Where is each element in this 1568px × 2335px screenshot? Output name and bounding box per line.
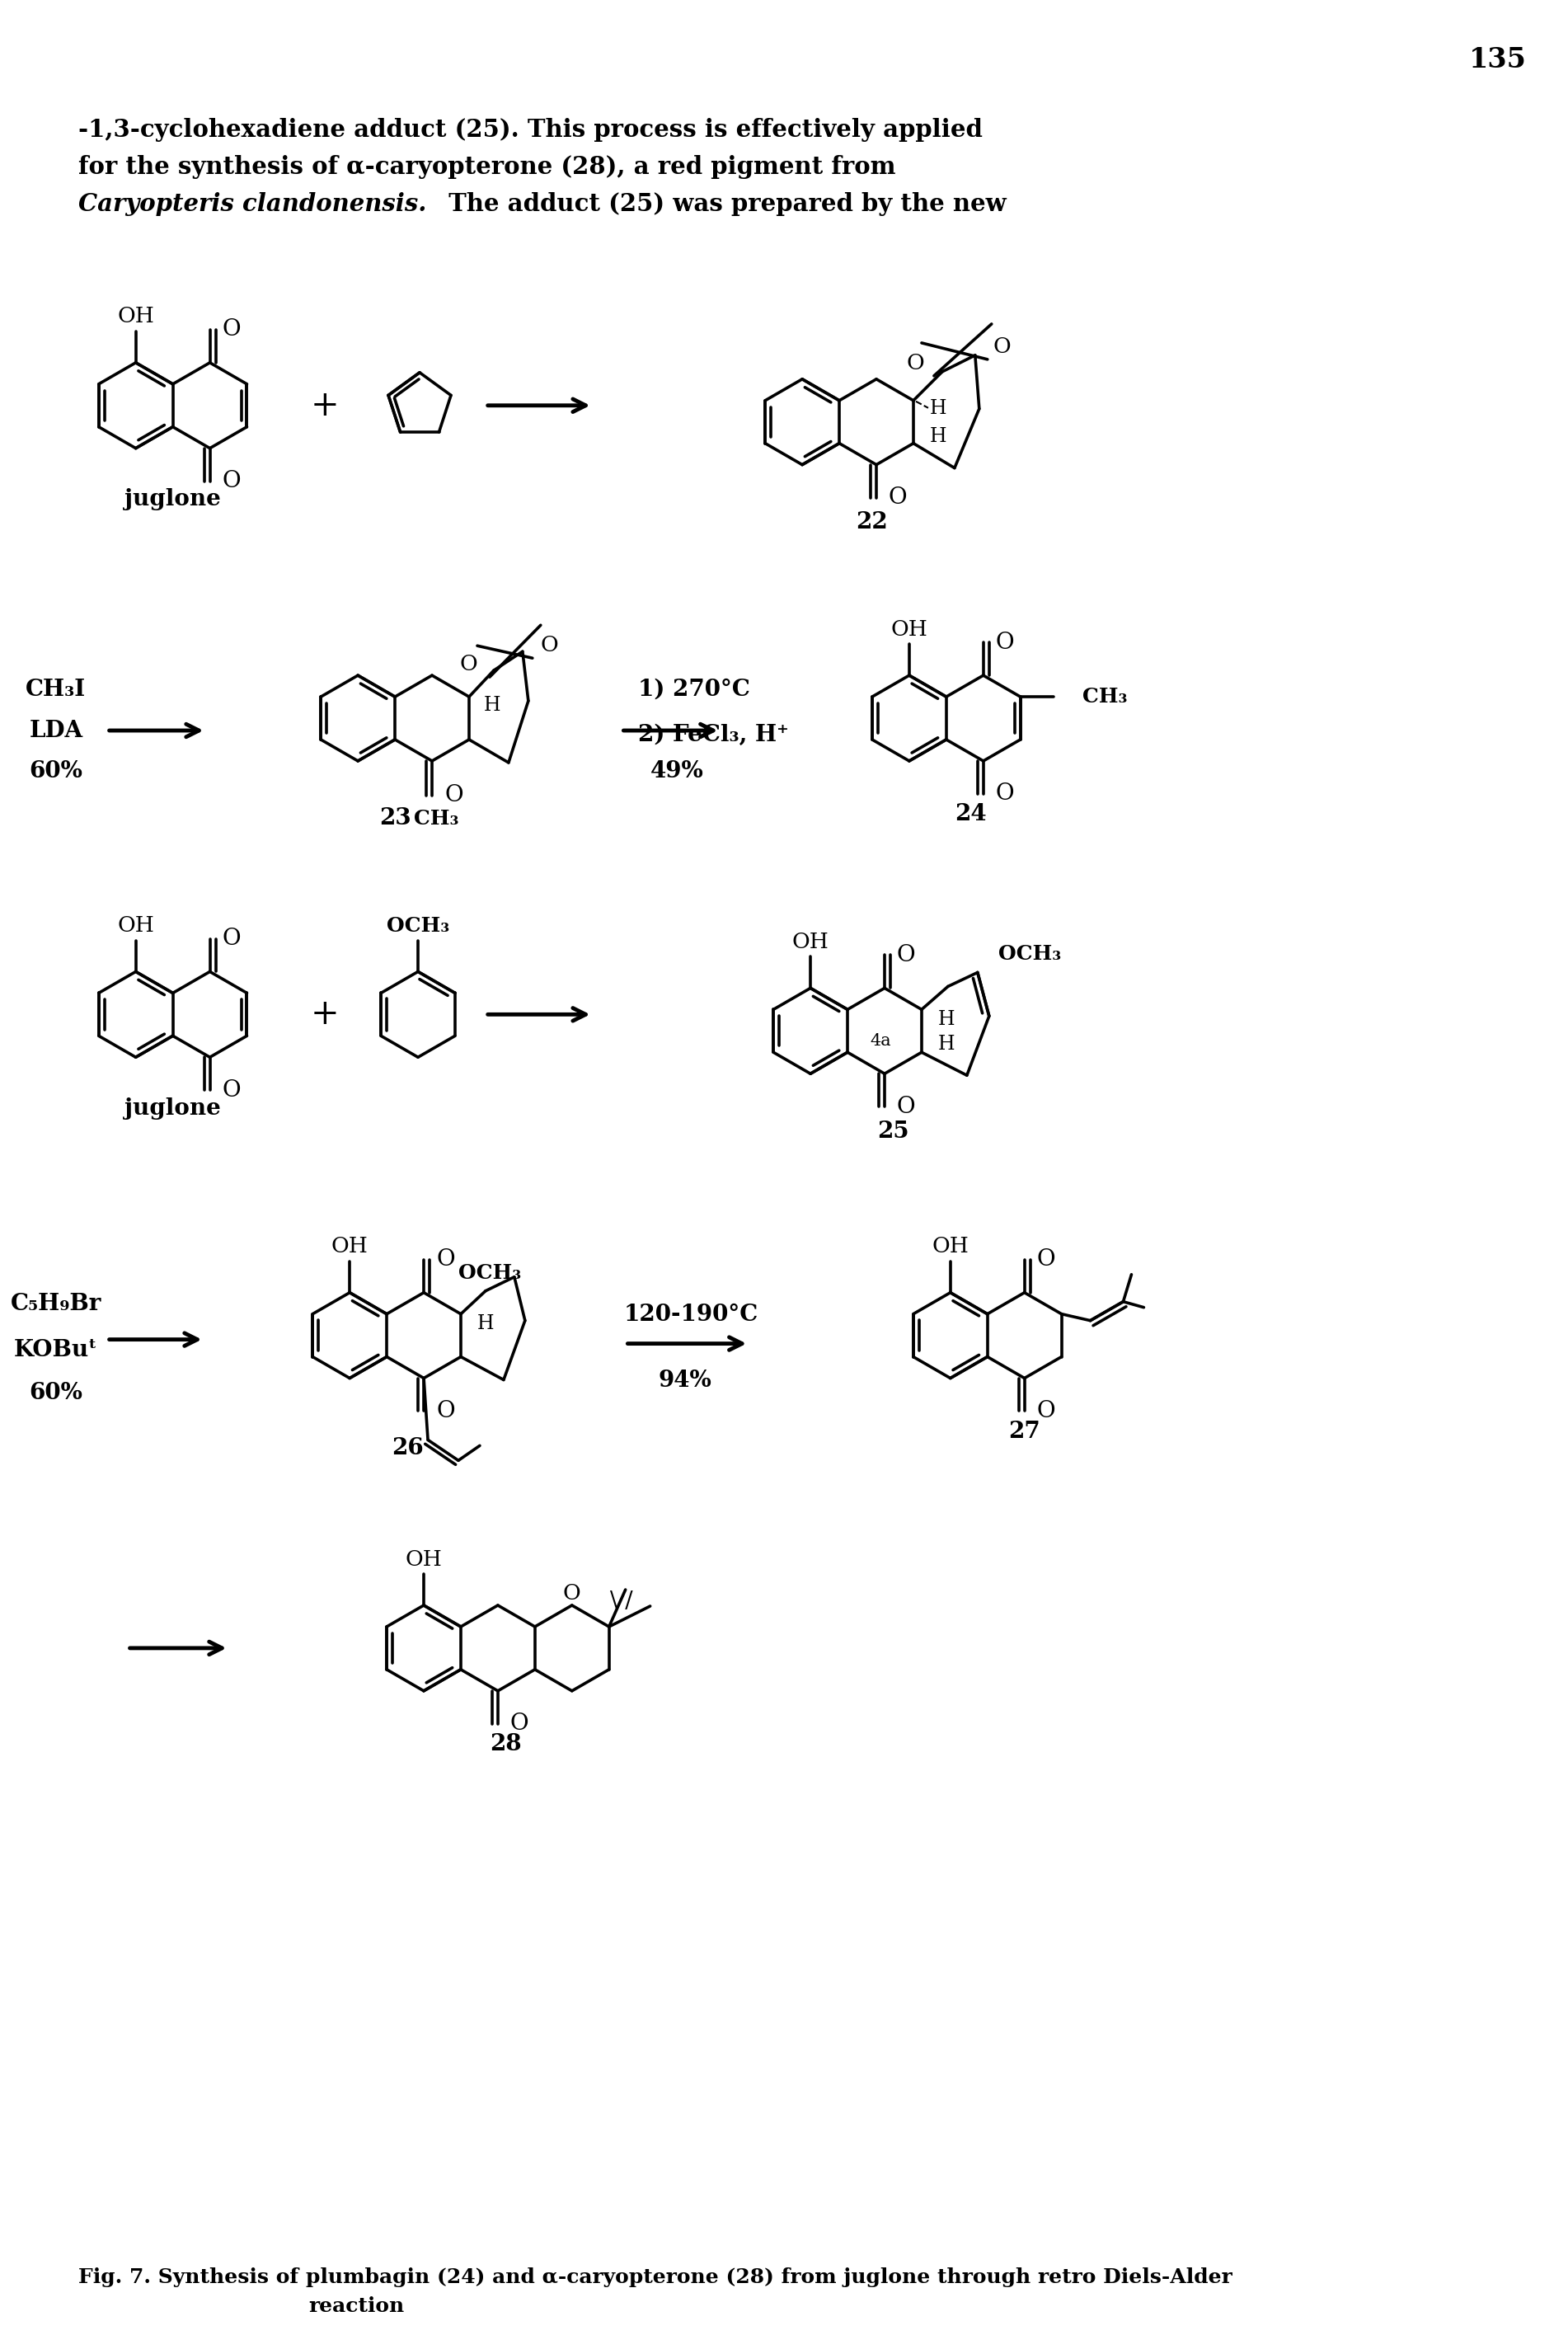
Text: 4a: 4a xyxy=(870,1032,891,1048)
Text: H: H xyxy=(477,1315,494,1333)
Text: 60%: 60% xyxy=(30,1382,83,1403)
Text: 24: 24 xyxy=(955,803,986,827)
Text: OCH₃: OCH₃ xyxy=(387,915,450,936)
Text: KOBuᵗ: KOBuᵗ xyxy=(14,1338,97,1361)
Text: OCH₃: OCH₃ xyxy=(999,943,1062,964)
Text: OH: OH xyxy=(931,1235,969,1256)
Text: Fig. 7. Synthesis of plumbagin (24) and α-caryopterone (28) from juglone through: Fig. 7. Synthesis of plumbagin (24) and … xyxy=(78,2267,1232,2288)
Text: O: O xyxy=(541,635,558,656)
Text: O: O xyxy=(897,943,916,967)
Text: O: O xyxy=(510,1712,528,1735)
Text: OH: OH xyxy=(792,932,829,953)
Text: 1) 270°C: 1) 270°C xyxy=(638,677,750,700)
Text: O: O xyxy=(436,1249,455,1270)
Text: 60%: 60% xyxy=(30,761,83,782)
Text: O: O xyxy=(436,1401,455,1422)
Text: O: O xyxy=(1036,1401,1055,1422)
Text: C₅H₉Br: C₅H₉Br xyxy=(11,1294,102,1315)
Text: O: O xyxy=(897,1095,916,1118)
Text: juglone: juglone xyxy=(124,488,221,511)
Text: H: H xyxy=(930,399,947,418)
Text: CH₃: CH₃ xyxy=(1082,686,1127,708)
Text: O: O xyxy=(223,318,241,341)
Text: The adduct (25) was prepared by the new: The adduct (25) was prepared by the new xyxy=(441,191,1007,215)
Text: H: H xyxy=(930,427,947,446)
Text: 25: 25 xyxy=(877,1121,909,1142)
Text: 28: 28 xyxy=(491,1733,522,1756)
Text: OH: OH xyxy=(891,619,928,640)
Text: \ /: \ / xyxy=(610,1590,633,1613)
Text: O: O xyxy=(563,1583,580,1604)
Text: H: H xyxy=(485,696,500,715)
Text: +: + xyxy=(310,997,339,1032)
Text: CH₃I: CH₃I xyxy=(25,677,86,700)
Text: O: O xyxy=(444,785,463,806)
Text: 22: 22 xyxy=(856,511,887,532)
Text: LDA: LDA xyxy=(30,719,83,743)
Text: OH: OH xyxy=(405,1548,442,1569)
Text: O: O xyxy=(996,782,1014,806)
Text: H: H xyxy=(938,1034,955,1053)
Text: O: O xyxy=(459,654,477,675)
Text: O: O xyxy=(223,1079,241,1102)
Text: +: + xyxy=(310,388,339,423)
Text: O: O xyxy=(906,353,924,374)
Text: 26: 26 xyxy=(392,1436,423,1459)
Text: O: O xyxy=(1036,1249,1055,1270)
Text: OH: OH xyxy=(331,1235,368,1256)
Text: reaction: reaction xyxy=(309,2298,405,2316)
Text: 135: 135 xyxy=(1469,47,1526,72)
Text: -1,3-cyclohexadiene adduct (25). This process is effectively applied: -1,3-cyclohexadiene adduct (25). This pr… xyxy=(78,117,983,142)
Text: juglone: juglone xyxy=(124,1097,221,1118)
Text: OCH₃: OCH₃ xyxy=(458,1263,521,1282)
Text: Caryopteris clandonensis.: Caryopteris clandonensis. xyxy=(78,191,426,215)
Text: OH: OH xyxy=(118,915,154,936)
Text: 49%: 49% xyxy=(651,761,704,782)
Text: 94%: 94% xyxy=(659,1371,712,1392)
Text: for the synthesis of α-caryopterone (28), a red pigment from: for the synthesis of α-caryopterone (28)… xyxy=(78,154,895,180)
Text: OH: OH xyxy=(118,306,154,327)
Text: O: O xyxy=(993,336,1011,357)
Text: O: O xyxy=(223,927,241,950)
Text: 2) FeCl₃, H⁺: 2) FeCl₃, H⁺ xyxy=(638,724,789,745)
Text: 23: 23 xyxy=(379,808,411,829)
Text: O: O xyxy=(223,469,241,493)
Text: CH₃: CH₃ xyxy=(414,808,458,829)
Text: 120-190°C: 120-190°C xyxy=(624,1303,759,1326)
Text: O: O xyxy=(996,630,1014,654)
Text: H: H xyxy=(938,1011,955,1030)
Text: 27: 27 xyxy=(1008,1420,1041,1443)
Text: O: O xyxy=(889,486,908,509)
